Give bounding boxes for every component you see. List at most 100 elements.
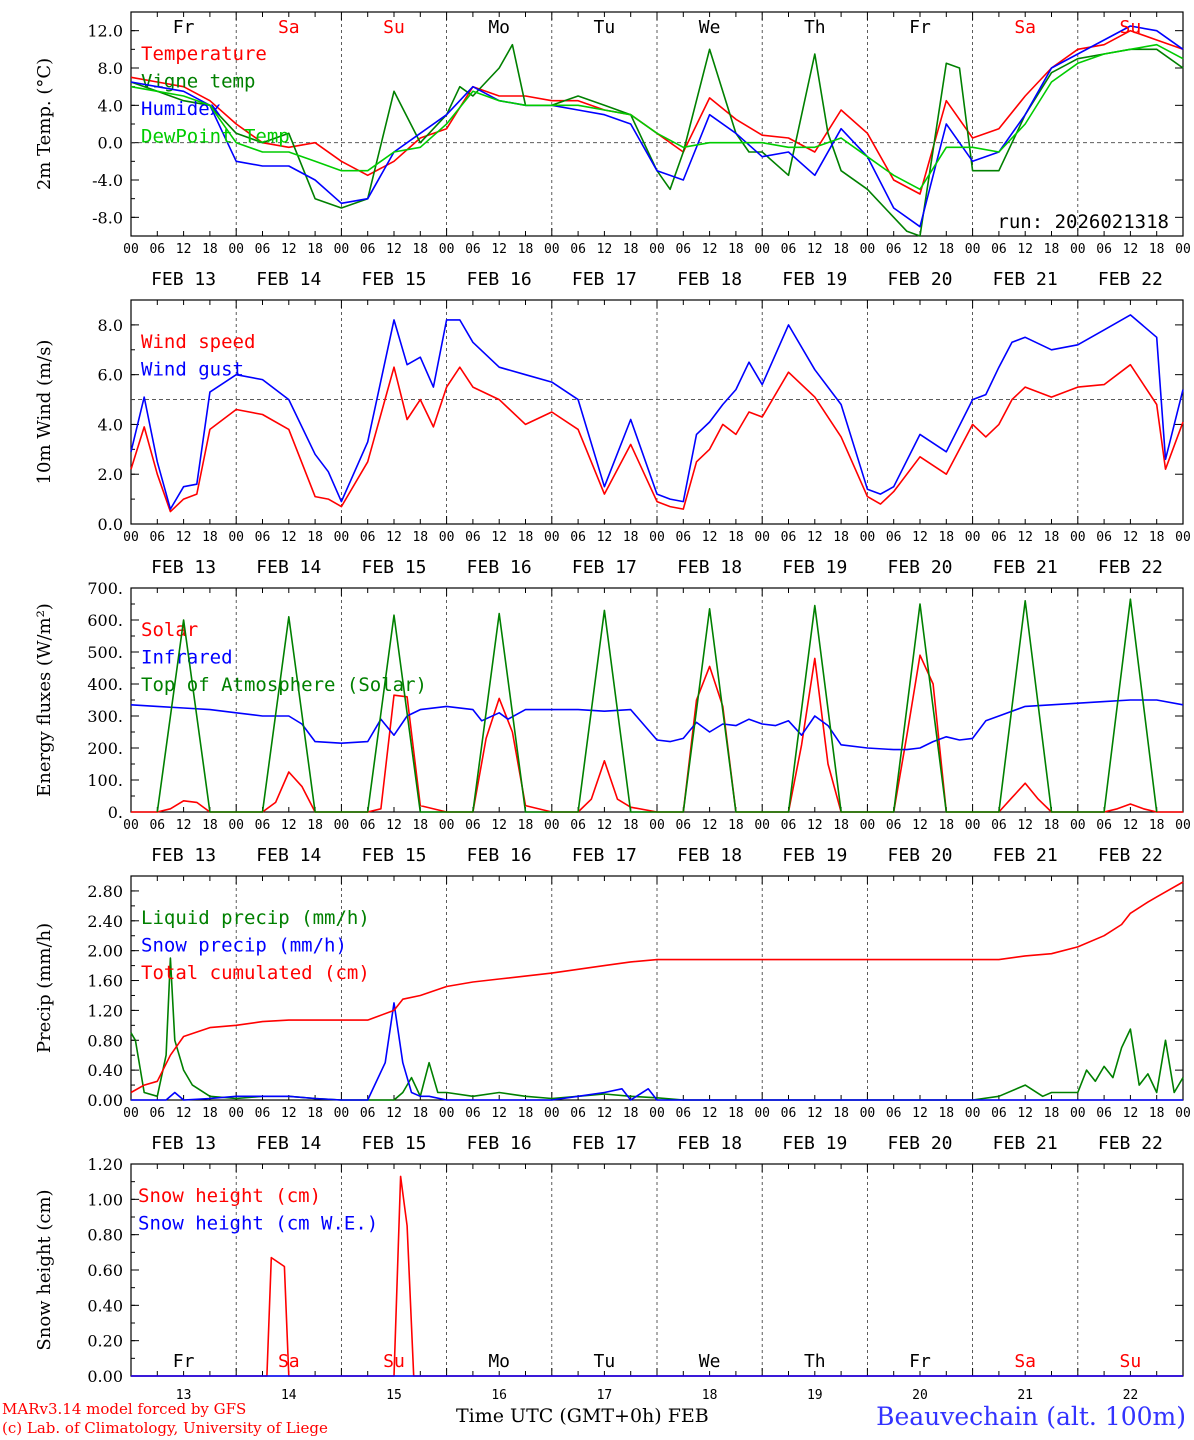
hour-label: 12 bbox=[281, 242, 297, 257]
hour-label: 06 bbox=[675, 242, 691, 257]
hour-label: 12 bbox=[281, 530, 297, 545]
hour-label: 06 bbox=[255, 530, 271, 545]
hour-label: 18 bbox=[938, 1106, 954, 1121]
hour-label: 12 bbox=[912, 242, 928, 257]
legend-label: Snow precip (mm/h) bbox=[141, 935, 347, 957]
hour-label: 12 bbox=[1123, 1106, 1139, 1121]
hour-label: 12 bbox=[912, 530, 928, 545]
hour-label: 18 bbox=[833, 1106, 849, 1121]
hour-label: 18 bbox=[412, 530, 428, 545]
hour-label: 18 bbox=[1149, 818, 1165, 833]
day-number-label: 21 bbox=[1017, 1388, 1033, 1403]
day-number-label: 20 bbox=[912, 1388, 928, 1403]
hour-label: 06 bbox=[465, 530, 481, 545]
hour-label: 06 bbox=[149, 242, 165, 257]
y-tick-label: 200. bbox=[87, 739, 123, 758]
hour-label: 00 bbox=[965, 530, 981, 545]
hour-label: 06 bbox=[781, 1106, 797, 1121]
y-tick-label: 0.60 bbox=[87, 1261, 123, 1280]
hour-label: 12 bbox=[912, 818, 928, 833]
hour-label: 12 bbox=[912, 1106, 928, 1121]
date-label: FEB 14 bbox=[256, 1133, 321, 1154]
y-tick-label: 0.80 bbox=[87, 1031, 123, 1050]
hour-label: 00 bbox=[544, 818, 560, 833]
hour-label: 12 bbox=[386, 242, 402, 257]
weekday-label: Tu bbox=[594, 1351, 616, 1372]
hour-label: 00 bbox=[649, 530, 665, 545]
y-tick-label: 0.20 bbox=[87, 1332, 123, 1351]
y-tick-label: 0.40 bbox=[87, 1061, 123, 1080]
hour-label: 18 bbox=[938, 242, 954, 257]
hour-label: 06 bbox=[991, 530, 1007, 545]
hour-label: 00 bbox=[123, 818, 139, 833]
weekday-label: Su bbox=[383, 1351, 405, 1372]
station-label: Beauvechain (alt. 100m) bbox=[876, 1402, 1186, 1431]
hour-label: 18 bbox=[307, 818, 323, 833]
date-label: FEB 21 bbox=[993, 269, 1058, 290]
date-label: FEB 20 bbox=[887, 557, 952, 578]
date-label: FEB 15 bbox=[361, 845, 426, 866]
hour-label: 18 bbox=[833, 818, 849, 833]
hour-label: 18 bbox=[833, 242, 849, 257]
y-tick-label: 12.0 bbox=[87, 22, 123, 41]
y-tick-label: 500. bbox=[87, 643, 123, 662]
legend-label: Wind gust bbox=[141, 359, 244, 381]
hour-label: 06 bbox=[1096, 818, 1112, 833]
weekday-label: Su bbox=[383, 17, 405, 38]
hour-label: 00 bbox=[860, 1106, 876, 1121]
hour-label: 12 bbox=[491, 818, 507, 833]
hour-label: 06 bbox=[1096, 1106, 1112, 1121]
hour-label: 00 bbox=[754, 1106, 770, 1121]
series-line-solar bbox=[131, 654, 1183, 813]
y-tick-label: 100. bbox=[87, 771, 123, 790]
hour-label: 06 bbox=[360, 242, 376, 257]
hour-label: 00 bbox=[860, 818, 876, 833]
y-tick-label: 1.60 bbox=[87, 972, 123, 991]
y-tick-label: 300. bbox=[87, 707, 123, 726]
hour-label: 18 bbox=[202, 242, 218, 257]
hour-label: 06 bbox=[886, 1106, 902, 1121]
hour-label: 18 bbox=[412, 1106, 428, 1121]
legend-label: Top of Atmosphere (Solar) bbox=[141, 674, 427, 696]
hour-label: 18 bbox=[412, 242, 428, 257]
hour-label: 00 bbox=[1070, 242, 1086, 257]
hour-label: 00 bbox=[228, 242, 244, 257]
hour-label: 06 bbox=[465, 818, 481, 833]
date-label: FEB 22 bbox=[1098, 1133, 1163, 1154]
hour-label: 12 bbox=[386, 530, 402, 545]
y-tick-label: 0.0 bbox=[98, 515, 123, 534]
y-tick-label: -8.0 bbox=[92, 208, 123, 227]
date-label: FEB 13 bbox=[151, 1133, 216, 1154]
hour-label: 06 bbox=[991, 818, 1007, 833]
hour-label: 06 bbox=[886, 530, 902, 545]
hour-label: 00 bbox=[439, 530, 455, 545]
hour-label: 18 bbox=[1044, 530, 1060, 545]
hour-label: 12 bbox=[597, 242, 613, 257]
y-tick-label: 8.0 bbox=[98, 59, 123, 78]
hour-label: 06 bbox=[675, 818, 691, 833]
hour-label: 00 bbox=[1070, 818, 1086, 833]
hour-label: 00 bbox=[1070, 1106, 1086, 1121]
hour-label: 00 bbox=[334, 242, 350, 257]
hour-label: 12 bbox=[807, 1106, 823, 1121]
hour-label: 00 bbox=[965, 818, 981, 833]
legend-label: Temperature bbox=[141, 43, 267, 65]
hour-label: 12 bbox=[281, 1106, 297, 1121]
y-tick-label: 1.20 bbox=[87, 1155, 123, 1174]
hour-label: 06 bbox=[886, 242, 902, 257]
y-axis-title: Snow height (cm) bbox=[34, 1189, 55, 1350]
hour-label: 18 bbox=[307, 530, 323, 545]
hour-label: 06 bbox=[360, 818, 376, 833]
series-line-snow-precip-mm-h- bbox=[131, 1002, 1183, 1101]
hour-label: 06 bbox=[360, 530, 376, 545]
hour-label: 00 bbox=[439, 1106, 455, 1121]
weekday-label: We bbox=[699, 1351, 721, 1372]
date-label: FEB 22 bbox=[1098, 269, 1163, 290]
hour-label: 06 bbox=[570, 818, 586, 833]
hour-label: 06 bbox=[1096, 242, 1112, 257]
day-number-label: 17 bbox=[597, 1388, 613, 1403]
weekday-label: Th bbox=[804, 17, 826, 38]
date-label: FEB 16 bbox=[467, 845, 532, 866]
date-label: FEB 20 bbox=[887, 845, 952, 866]
